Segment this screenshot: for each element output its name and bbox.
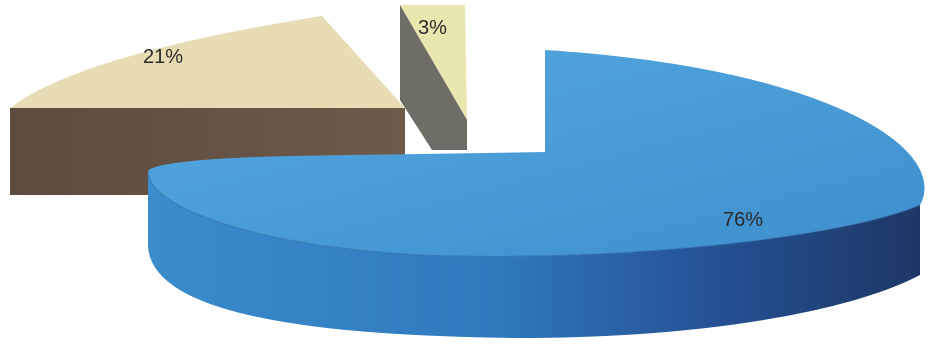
pie-slice-76 xyxy=(147,50,925,338)
slice-76-edge xyxy=(147,171,921,257)
slice-label-21: 21% xyxy=(143,46,183,68)
slice-76-top xyxy=(148,50,925,257)
slice-label-76: 76% xyxy=(723,209,763,231)
slice-21-top xyxy=(10,16,405,108)
slice-label-3: 3% xyxy=(418,17,447,39)
pie-slice-21 xyxy=(10,16,405,195)
slice-21-side xyxy=(10,108,405,195)
slice-76-side xyxy=(148,172,920,338)
pie-slice-3 xyxy=(400,5,467,150)
slice-3-top-dark xyxy=(400,5,467,150)
